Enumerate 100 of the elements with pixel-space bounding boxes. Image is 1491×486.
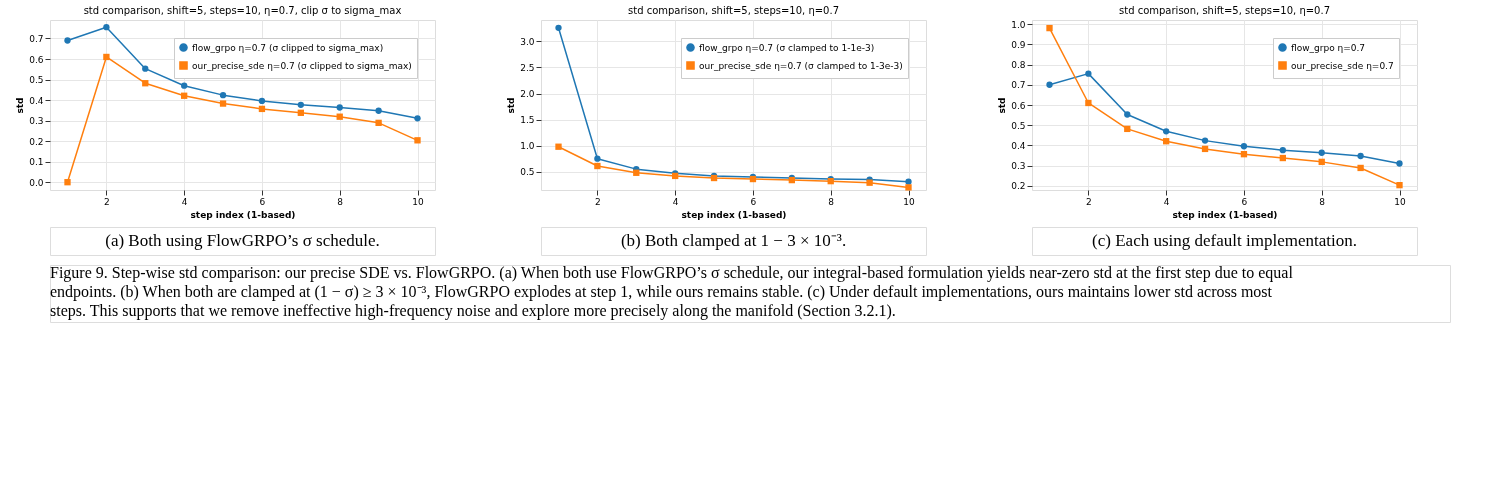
point: [258, 97, 266, 105]
point: [258, 105, 266, 113]
point: [1279, 146, 1286, 154]
x-tick-label: 8: [337, 196, 344, 207]
legend-label: flow_grpo η=0.7 (σ clipped to sigma_max): [192, 42, 384, 53]
legend-label: flow_grpo η=0.7: [1291, 42, 1366, 53]
y-tick-label: 0.5: [29, 75, 44, 86]
x-tick-label: 2: [104, 196, 110, 207]
point: [414, 115, 421, 122]
point: [1318, 158, 1325, 166]
point: [905, 178, 912, 185]
legend-label: our_precise_sde η=0.7 (σ clamped to 1-3e-3): [699, 60, 903, 71]
point: [1085, 70, 1092, 77]
y-tick-label: 0.0: [29, 177, 44, 188]
y-tick-label: 0.3: [1011, 161, 1026, 172]
x-tick-label: 4: [672, 196, 679, 207]
point: [1240, 151, 1248, 158]
point: [594, 155, 601, 162]
x-tick-label: 8: [1319, 196, 1326, 207]
point: [1201, 145, 1209, 153]
y-tick-label: 0.9: [1011, 39, 1026, 50]
point: [1396, 160, 1403, 167]
point: [142, 65, 149, 72]
x-tick-label: 6: [259, 196, 266, 207]
x-axis-title: step index (1-based): [1172, 209, 1278, 220]
text: (b) Both clamped at 1 − 3 × 10⁻³.: [620, 231, 847, 250]
y-axis-title: std: [506, 97, 517, 114]
y-tick-label: 0.5: [520, 167, 535, 178]
legend-label: our_precise_sde η=0.7 (σ clipped to sigma_max): [192, 60, 412, 71]
x-tick-label: 10: [1394, 196, 1406, 207]
point: [336, 104, 343, 111]
point: [1240, 143, 1248, 150]
legend-label: our_precise_sde η=0.7: [1291, 60, 1394, 71]
y-tick-label: 1.5: [520, 115, 535, 126]
point: [297, 101, 304, 108]
point: [555, 143, 562, 150]
point: [1318, 149, 1325, 156]
point: [375, 119, 382, 127]
x-tick-label: 2: [1086, 196, 1092, 207]
x-axis-title: step index (1-based): [190, 209, 296, 220]
y-tick-label: 3.0: [520, 36, 535, 47]
caption: Figure 9. Step-wise std comparison: our precise SDE vs. FlowGRPO. (a) When both use FlowGRPO’s σ schedule, our integral-based formulation yields near-zero std at the first step due to equal endpoints. (b) When both are clamped at (1 − σ) ≥ 3 × 10⁻³, FlowGRPO explodes at step 1, while ours remains stable. (c) Under default implementations, ours maintains lower std across most steps. This supports that we remove ineffective high-frequency noise and explore more precisely along the manifold (Section 3.2.1).: [50, 264, 1294, 320]
x-tick-label: 10: [412, 196, 424, 207]
y-axis-title: std: [15, 97, 26, 114]
y-tick-label: 0.7: [29, 33, 44, 44]
text: (a) Both using FlowGRPO’s σ schedule.: [105, 231, 380, 250]
point: [1124, 125, 1131, 133]
point: [594, 162, 601, 170]
point: [297, 109, 304, 116]
point: [219, 100, 227, 107]
x-tick-label: 6: [1241, 196, 1248, 207]
legend-label: flow_grpo η=0.7 (σ clamped to 1-1e-3): [699, 42, 875, 53]
chart-title: std comparison, shift=5, steps=10, η=0.7: [1118, 5, 1331, 16]
point: [1046, 81, 1053, 88]
point: [555, 24, 562, 31]
y-tick-label: 0.4: [29, 95, 44, 106]
chart-title: std comparison, shift=5, steps=10, η=0.7: [627, 5, 840, 16]
x-tick-label: 6: [750, 196, 757, 207]
x-tick-label: 10: [903, 196, 915, 207]
y-tick-label: 1.0: [1011, 19, 1026, 30]
y-tick-label: 0.1: [29, 157, 44, 168]
point: [1201, 137, 1209, 144]
x-tick-label: 4: [181, 196, 188, 207]
y-tick-label: 0.2: [1011, 181, 1026, 192]
x-tick-label: 4: [1163, 196, 1170, 207]
y-tick-label: 2.0: [520, 89, 535, 100]
y-tick-label: 0.2: [29, 136, 44, 147]
point: [1396, 181, 1403, 189]
point: [1046, 24, 1053, 32]
point: [375, 107, 382, 114]
y-tick-label: 0.3: [29, 116, 44, 127]
point: [64, 179, 71, 186]
point: [181, 82, 188, 89]
point: [1163, 138, 1170, 145]
x-tick-label: 8: [828, 196, 835, 207]
point: [1357, 164, 1364, 172]
y-tick-label: 0.6: [1011, 100, 1026, 111]
y-tick-label: 1.0: [520, 141, 535, 152]
point: [142, 80, 149, 87]
point: [181, 92, 188, 99]
point: [1279, 154, 1286, 162]
point: [64, 37, 71, 44]
point: [414, 137, 421, 144]
point: [1085, 99, 1092, 107]
y-tick-label: 0.5: [1011, 120, 1026, 131]
x-axis-title: step index (1-based): [681, 209, 787, 220]
y-tick-label: 0.7: [1011, 80, 1026, 91]
y-tick-label: 2.5: [520, 62, 535, 73]
chart-title: std comparison, shift=5, steps=10, η=0.7, clip σ to sigma_max: [83, 5, 402, 17]
x-tick-label: 2: [595, 196, 601, 207]
y-axis-title: std: [997, 97, 1008, 114]
text: (c) Each using default implementation.: [1092, 231, 1357, 250]
y-tick-label: 0.8: [1011, 60, 1026, 71]
point: [1124, 111, 1131, 118]
y-tick-label: 0.6: [29, 54, 44, 65]
point: [1163, 128, 1170, 135]
point: [1357, 152, 1364, 160]
point: [103, 53, 110, 61]
point: [905, 184, 912, 191]
point: [103, 24, 110, 31]
